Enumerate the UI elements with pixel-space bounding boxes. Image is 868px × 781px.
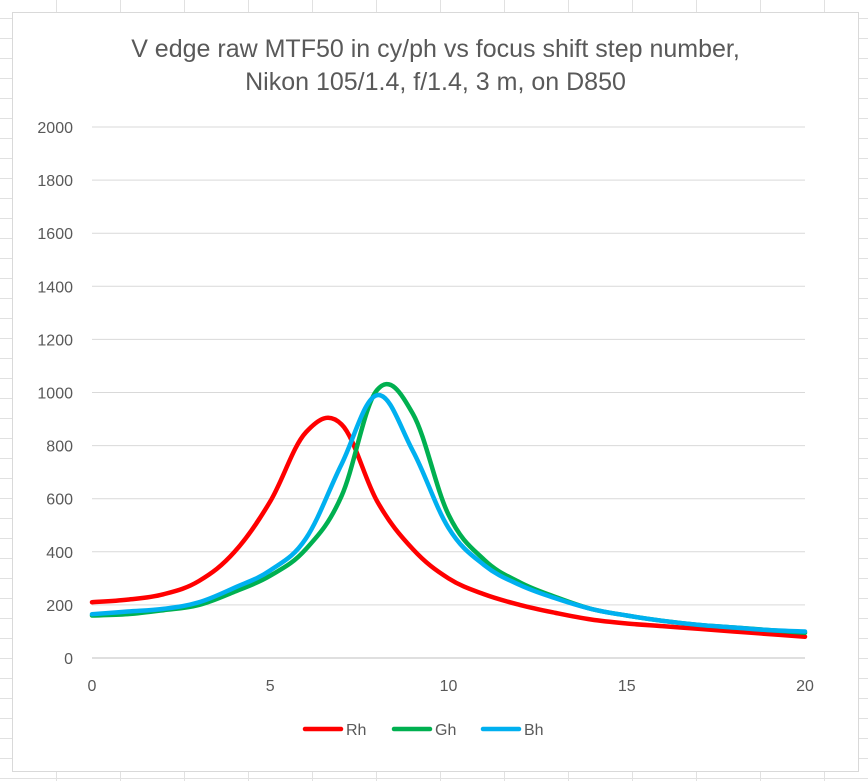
chart-title-line-1: V edge raw MTF50 in cy/ph vs focus shift… [131,35,740,63]
series-line-rh [89,415,808,640]
x-tick-label-5: 5 [266,678,275,695]
y-tick-label-0: 0 [64,651,73,668]
y-tick-label-1200: 1200 [37,332,73,349]
y-tick-label-400: 400 [46,545,73,562]
line-chart: 0 200 400 600 800 1000 1200 1400 1600 1800 2000 0 5 1… [37,120,814,739]
x-tick-label-20: 20 [796,678,814,695]
legend-label-gh: Gh [435,722,456,739]
y-tick-label-600: 600 [46,492,73,509]
series-line-bh [89,392,808,634]
x-tick-label-15: 15 [618,678,636,695]
y-tick-label-1800: 1800 [37,173,73,190]
x-tick-label-10: 10 [440,678,458,695]
y-tick-label-800: 800 [46,439,73,456]
chart-title-line-2: Nikon 105/1.4, f/1.4, 3 m, on D850 [245,68,626,96]
y-tick-label-1400: 1400 [37,279,73,296]
x-tick-label-0: 0 [88,678,97,695]
series-line-gh [89,382,808,636]
y-tick-label-2000: 2000 [37,120,73,137]
y-tick-label-200: 200 [46,598,73,615]
y-tick-label-1000: 1000 [37,386,73,403]
y-tick-label-1600: 1600 [37,226,73,243]
chart-title: V edge raw MTF50 in cy/ph vs focus shift… [13,33,858,99]
legend-label-bh: Bh [524,722,544,739]
chart-area[interactable]: V edge raw MTF50 in cy/ph vs focus shift… [12,12,859,772]
legend-label-rh: Rh [346,722,366,739]
